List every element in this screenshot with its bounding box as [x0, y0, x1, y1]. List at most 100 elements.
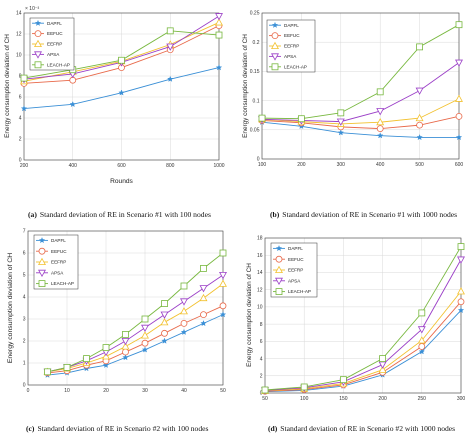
- data-point: [199, 285, 208, 293]
- series-line: [264, 310, 462, 393]
- data-point: [180, 282, 188, 290]
- series-line: [264, 301, 462, 392]
- series-line: [47, 305, 224, 374]
- x-tick-label: 400: [376, 162, 385, 168]
- legend-label: EEFRP: [288, 268, 303, 273]
- legend-marker: [271, 41, 279, 49]
- legend-label: LEACH-AP: [51, 281, 74, 286]
- x-tick-label: 50: [262, 396, 268, 402]
- caption-b: (b) Standard deviation of RE in Scenario …: [270, 210, 457, 219]
- data-point: [457, 306, 465, 314]
- series-line: [264, 291, 462, 392]
- data-point: [160, 318, 169, 326]
- data-point: [457, 287, 465, 295]
- data-point: [102, 361, 110, 368]
- y-tick-label: 6: [260, 339, 263, 345]
- y-tick-label: 1: [23, 361, 26, 367]
- series-line: [47, 283, 224, 373]
- legend-label: DAPFL: [51, 238, 66, 243]
- legend-marker: [275, 245, 283, 252]
- data-point: [161, 329, 168, 337]
- data-point: [122, 354, 129, 361]
- data-point: [457, 243, 465, 251]
- legend-marker: [38, 257, 46, 266]
- data-point: [455, 112, 463, 120]
- x-tick-label: 50: [220, 388, 226, 394]
- legend-label: APSA: [51, 270, 64, 275]
- caption-d: (d) Standard deviation of RE in Scenario …: [268, 424, 455, 433]
- x-tick-label: 200: [20, 163, 29, 169]
- data-point: [166, 43, 175, 51]
- data-point: [300, 383, 308, 391]
- caption-c: (c) Standard deviation of RE in Scenario …: [26, 424, 209, 433]
- data-point: [416, 43, 424, 51]
- legend-label: EEFUC: [284, 33, 300, 38]
- x-tick-label: 300: [457, 396, 466, 402]
- data-point: [417, 326, 426, 334]
- caption-a: (a) Standard deviation of RE in Scenario …: [28, 210, 211, 219]
- data-point: [180, 298, 188, 306]
- data-point: [141, 324, 149, 333]
- y-tick-label: 8: [19, 74, 22, 80]
- legend-label: APSA: [47, 52, 60, 57]
- x-tick-label: 800: [166, 163, 175, 169]
- data-point: [161, 300, 168, 308]
- legend-label: EEFUC: [288, 257, 304, 262]
- y-tick-label: 0.25: [250, 11, 260, 17]
- legend-marker: [275, 277, 283, 286]
- y-tick-label: 14: [16, 11, 22, 17]
- data-point: [161, 337, 168, 344]
- chart-panel-b: 0 0.05 0.1 0.15 0.2 0.25 100 200 300 400 500 600 Ene…: [242, 11, 463, 168]
- legend-label: EEFRP: [51, 260, 66, 265]
- data-point: [20, 74, 28, 82]
- y-tick-label: 0: [23, 383, 26, 389]
- legend-marker: [271, 21, 279, 28]
- legend-marker: [271, 32, 279, 39]
- data-point: [219, 279, 227, 287]
- y-tick-label: 4: [260, 356, 263, 362]
- y-tick-label: 0.2: [253, 40, 260, 46]
- data-point: [376, 108, 385, 116]
- data-point: [258, 114, 266, 122]
- data-point: [122, 348, 129, 356]
- legend-marker: [34, 61, 42, 69]
- legend-marker: [38, 247, 46, 255]
- data-point: [63, 363, 71, 371]
- data-point: [102, 344, 110, 352]
- y-tick-label: 10: [16, 53, 22, 59]
- x-tick-label: 200: [297, 162, 306, 168]
- data-point: [69, 100, 76, 108]
- x-tick-label: 250: [418, 396, 427, 402]
- legend-label: EEFRP: [284, 44, 299, 49]
- data-point: [167, 75, 174, 82]
- series-leach-ap: [258, 21, 463, 123]
- caption-b-text: Standard deviation of RE in Scenario #1 …: [282, 210, 457, 219]
- x-tick-label: 300: [337, 162, 346, 168]
- data-point: [376, 117, 385, 126]
- x-tick-label: 10: [64, 388, 70, 394]
- y-tick-label: 5: [23, 273, 26, 279]
- data-point: [457, 298, 465, 306]
- data-point: [118, 89, 125, 96]
- data-point: [118, 56, 125, 64]
- legend-label: DAPFL: [284, 23, 299, 28]
- legend-d: DAPFL EEFUC EEFRP APSA LEACH-AP: [270, 242, 318, 298]
- data-point: [378, 365, 387, 373]
- x-axis-label: Rounds: [110, 178, 133, 185]
- legend-label: EEFUC: [47, 31, 63, 36]
- data-point: [376, 88, 384, 96]
- y-tick-label: 0.05: [250, 128, 260, 134]
- axes-frame-d: [264, 237, 462, 394]
- axes-frame-b: [261, 12, 460, 160]
- x-tick-label: 100: [300, 396, 309, 402]
- x-tick-label: 40: [181, 388, 187, 394]
- legend-label: EEFUC: [51, 249, 67, 254]
- legend-b: DAPFL EEFUC EEFRP APSA LEACH-AP: [266, 19, 316, 73]
- data-point: [215, 64, 223, 71]
- series-line: [261, 121, 459, 138]
- y-exponent-label: × 10⁻³: [25, 6, 40, 12]
- y-axis-label: Energy consumption deviation of CH: [4, 34, 11, 138]
- y-axis-label: Energy consumption deviation of CH: [246, 263, 253, 367]
- data-point: [180, 328, 188, 335]
